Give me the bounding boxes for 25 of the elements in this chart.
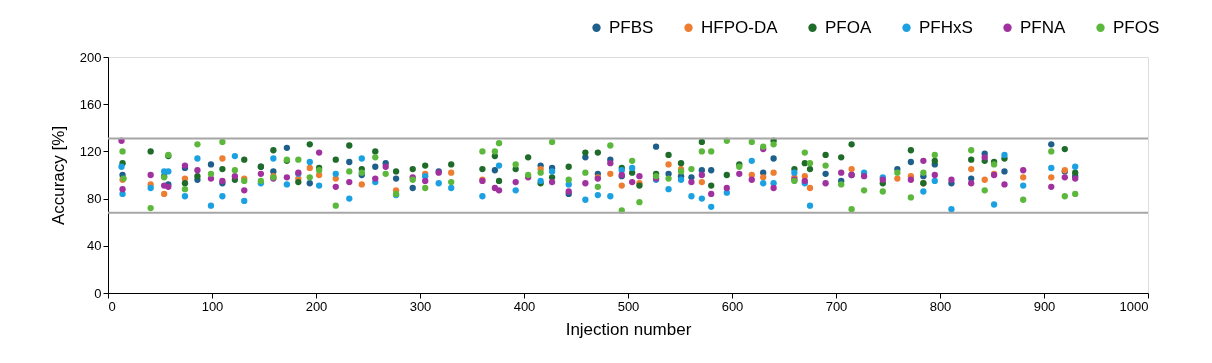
x-tick-label: 0 xyxy=(108,298,116,314)
legend-label: HFPO-DA xyxy=(701,17,779,37)
x-tick-label: 400 xyxy=(513,298,536,314)
legend-label: PFOS xyxy=(1113,17,1160,37)
y-axis-title: Accuracy [%] xyxy=(48,125,68,226)
x-tick-label: 900 xyxy=(1033,298,1056,314)
y-tick-label: 40 xyxy=(87,238,102,254)
x-tick-label: 600 xyxy=(721,298,744,314)
x-tick-label: 100 xyxy=(201,298,224,314)
legend-label: PFOA xyxy=(825,17,872,37)
x-tick-label: 1000 xyxy=(1119,298,1149,314)
legend-label: PFBS xyxy=(609,17,654,37)
y-tick-label: 120 xyxy=(79,143,102,159)
y-tick-label: 200 xyxy=(79,49,102,65)
x-tick-label: 800 xyxy=(929,298,952,314)
x-axis-title: Injection number xyxy=(565,319,692,339)
x-tick-label: 200 xyxy=(305,298,328,314)
y-tick-label: 160 xyxy=(79,96,102,112)
legend-label: PFNA xyxy=(1020,17,1066,37)
x-tick-label: 300 xyxy=(409,298,432,314)
x-tick-label: 700 xyxy=(825,298,848,314)
y-tick-label: 0 xyxy=(94,285,102,301)
y-tick-label: 80 xyxy=(87,191,102,207)
legend-label: PFHxS xyxy=(919,17,973,37)
x-tick-label: 500 xyxy=(617,298,640,314)
